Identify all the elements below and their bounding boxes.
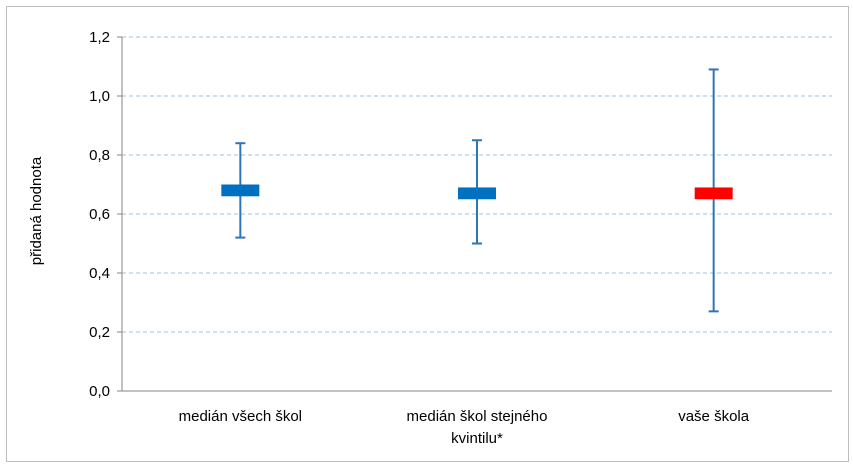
category-labels: medián všech škol medián škol stejného kvi… [179, 408, 750, 447]
y-axis-label: přidaná hodnota [28, 156, 45, 265]
y-tick-label: 1,2 [89, 29, 110, 46]
data-point-2 [458, 139, 496, 245]
category-label: medián všech škol [179, 408, 302, 425]
category-label: vaše škola [678, 408, 750, 425]
data-point-3 [694, 68, 733, 313]
value-box [458, 187, 496, 200]
y-tick-label: 0,8 [89, 147, 110, 164]
data-point-1 [221, 142, 260, 239]
y-tick-label: 0,4 [89, 265, 110, 282]
value-box [221, 184, 260, 197]
y-tick-label: 0,6 [89, 206, 110, 223]
gridlines [117, 36, 832, 392]
axes [121, 37, 832, 392]
value-box [694, 187, 733, 200]
y-tick-labels: 0,0 0,2 0,4 0,6 0,8 1,0 1,2 [89, 29, 110, 400]
chart-frame [6, 6, 849, 462]
data-marks [221, 68, 733, 313]
category-label: medián škol stejného kvintilu* [407, 408, 548, 447]
y-tick-label: 0,2 [89, 324, 110, 341]
y-tick-label: 1,0 [89, 88, 110, 105]
y-tick-label: 0,0 [89, 383, 110, 400]
